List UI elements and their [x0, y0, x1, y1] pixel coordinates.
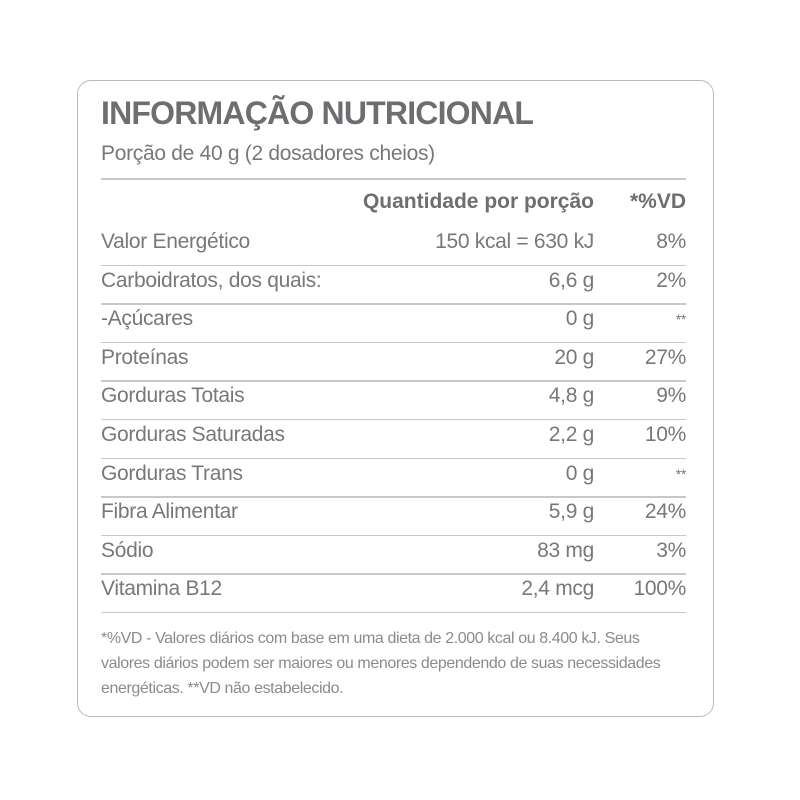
nutrient-name: Gorduras Totais [101, 384, 245, 408]
nutrient-row: -Açúcares 0 g ** [101, 307, 686, 337]
nutrient-name: Vitamina B12 [101, 577, 222, 601]
label-title: INFORMAÇÃO NUTRICIONAL [101, 95, 534, 131]
nutrient-row: Proteínas 20 g 27% [101, 346, 686, 376]
row-divider [101, 418, 686, 421]
nutrient-amount: 6,6 g [548, 268, 595, 292]
nutrient-row: Sódio 83 mg 3% [101, 539, 686, 569]
nutrient-row: Gorduras Trans 0 g ** [101, 462, 686, 492]
divider [101, 178, 686, 180]
nutrient-name: -Açúcares [101, 307, 193, 331]
row-divider [101, 303, 686, 305]
nutrient-name: Fibra Alimentar [101, 500, 238, 524]
serving-size: Porção de 40 g (2 dosadores cheios) [101, 142, 435, 165]
nutrient-vd: ** [675, 311, 687, 328]
nutrient-row: Gorduras Totais 4,8 g 9% [101, 384, 686, 414]
nutrient-row: Carboidratos, dos quais: 6,6 g 2% [101, 269, 686, 299]
nutrient-name: Carboidratos, dos quais: [101, 268, 322, 292]
nutrient-vd: 27% [644, 345, 686, 369]
footnote: *%VD - Valores diários com base em uma d… [101, 630, 661, 697]
nutrient-vd: 100% [633, 577, 686, 601]
nutrient-name: Valor Energético [101, 230, 250, 253]
nutrient-amount: 5,9 g [548, 500, 595, 524]
nutrient-row: Gorduras Saturadas 2,2 g 10% [101, 423, 686, 453]
row-divider [101, 380, 686, 382]
nutrient-amount: 4,8 g [548, 384, 595, 408]
row-divider [101, 611, 686, 614]
nutrient-amount: 2,2 g [548, 423, 595, 446]
nutrient-vd: 2% [656, 268, 686, 292]
row-divider [101, 457, 686, 459]
nutrient-vd: ** [675, 465, 687, 482]
header-amount: Quantidade por porção [362, 190, 594, 213]
nutrition-facts-panel [77, 80, 714, 717]
nutrient-name: Gorduras Trans [101, 461, 243, 485]
nutrient-name: Proteínas [101, 345, 189, 369]
nutrient-amount: 150 kcal = 630 kJ [435, 230, 594, 253]
nutrient-vd: 24% [644, 500, 686, 524]
row-divider [101, 573, 686, 575]
nutrient-row: Fibra Alimentar 5,9 g 24% [101, 500, 686, 530]
nutrient-name: Gorduras Saturadas [101, 423, 285, 446]
nutrient-amount: 83 mg [537, 538, 594, 562]
header-vd: *%VD [629, 190, 686, 213]
nutrient-vd: 3% [656, 538, 686, 562]
nutrient-amount: 0 g [565, 307, 595, 331]
nutrient-amount: 0 g [565, 461, 595, 485]
nutrient-amount: 2,4 mcg [521, 577, 594, 601]
nutrient-row: Vitamina B12 2,4 mcg 100% [101, 577, 686, 607]
row-divider [101, 264, 686, 266]
nutrient-vd: 8% [656, 230, 686, 253]
table-header: Quantidade por porção *%VD [101, 190, 686, 220]
row-divider [101, 534, 686, 537]
nutrient-vd: 9% [656, 384, 686, 408]
row-divider [101, 341, 686, 344]
row-divider [101, 496, 686, 498]
nutrient-row: Valor Energético 150 kcal = 630 kJ 8% [101, 230, 686, 260]
nutrient-amount: 20 g [554, 345, 594, 369]
nutrient-name: Sódio [101, 538, 154, 562]
nutrient-vd: 10% [644, 423, 686, 446]
